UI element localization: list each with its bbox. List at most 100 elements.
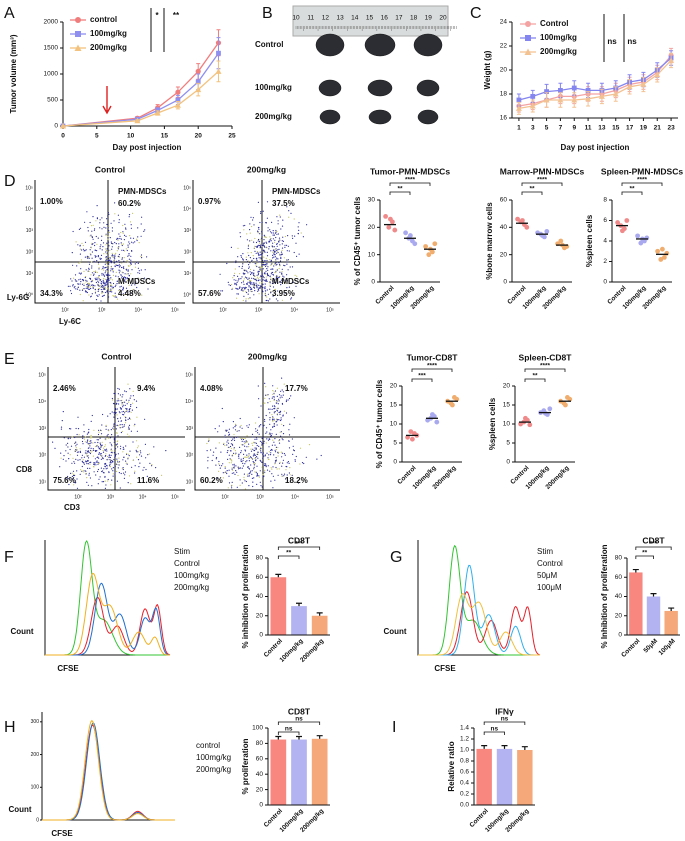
event-dot (241, 467, 243, 469)
event-dot (281, 473, 283, 475)
event-dot (140, 254, 143, 256)
x-tick-label: 10⁴ (139, 494, 147, 500)
event-dot (94, 256, 97, 258)
event-dot (240, 424, 242, 427)
event-dot (120, 242, 122, 244)
event-dot (90, 281, 92, 283)
event-dot (105, 424, 107, 426)
event-dot (274, 251, 276, 253)
event-dot (248, 244, 250, 246)
event-dot (126, 452, 128, 455)
event-dot (277, 407, 279, 409)
event-dot (264, 235, 266, 237)
event-dot (108, 213, 110, 215)
event-dot (78, 451, 80, 453)
event-dot (132, 283, 134, 285)
event-dot (287, 245, 289, 247)
event-dot (120, 231, 122, 234)
event-dot (109, 259, 111, 261)
event-dot (256, 276, 259, 278)
event-dot (265, 442, 267, 444)
bar (517, 750, 533, 805)
event-dot (91, 414, 93, 417)
event-dot (276, 395, 278, 397)
event-dot (86, 460, 88, 462)
event-dot (116, 458, 118, 460)
event-dot (119, 417, 122, 419)
event-dot (102, 472, 104, 474)
event-dot (147, 288, 149, 290)
event-dot (90, 247, 92, 249)
legend-marker (524, 48, 532, 55)
event-dot (125, 235, 127, 237)
event-dot (96, 445, 98, 447)
event-dot (282, 391, 284, 393)
event-dot (132, 242, 134, 244)
event-dot (248, 285, 250, 287)
event-dot (281, 240, 283, 242)
data-point (408, 429, 414, 434)
event-dot (256, 474, 258, 476)
event-dot (67, 438, 69, 440)
event-dot (109, 257, 111, 259)
event-dot (250, 286, 252, 288)
event-dot (265, 432, 267, 434)
event-dot (113, 262, 115, 264)
y-tick-label: 40 (256, 771, 264, 778)
significance-label: ns (295, 716, 303, 723)
event-dot (281, 377, 283, 379)
event-dot (111, 246, 113, 248)
event-dot (268, 398, 270, 400)
event-dot (109, 462, 111, 464)
event-dot (280, 279, 282, 281)
event-dot (119, 394, 121, 396)
event-dot (272, 279, 274, 281)
event-dot (97, 461, 99, 463)
event-dot (255, 430, 257, 432)
event-dot (269, 417, 271, 419)
event-dot (223, 442, 225, 444)
quadrant-value: 3.95% (272, 289, 295, 298)
event-dot (255, 280, 257, 282)
error-bar (481, 745, 488, 749)
bar (496, 748, 513, 805)
event-dot (97, 290, 99, 292)
event-dot (262, 436, 264, 438)
event-dot (93, 229, 95, 231)
event-dot (276, 216, 278, 218)
x-tick-label: 13 (598, 125, 606, 132)
event-dot (99, 453, 101, 455)
event-dot (246, 446, 248, 448)
event-dot (250, 260, 252, 262)
event-dot (111, 284, 113, 286)
event-dot (113, 411, 116, 413)
event-dot (295, 285, 297, 287)
y-tick-label: 2 (603, 258, 607, 265)
event-dot (220, 290, 222, 292)
event-dot (249, 262, 251, 264)
x-tick-label: 10³ (255, 307, 263, 313)
significance-label: **** (537, 177, 548, 184)
event-dot (226, 470, 228, 472)
event-dot (267, 227, 269, 229)
event-dot (274, 406, 276, 408)
event-dot (254, 278, 256, 281)
event-dot (273, 393, 275, 395)
event-dot (223, 443, 225, 445)
event-dot (253, 274, 255, 277)
event-dot (96, 205, 98, 207)
event-dot (229, 445, 232, 448)
event-dot (98, 452, 100, 454)
event-dot (91, 251, 93, 253)
event-dot (107, 268, 109, 271)
event-dot (116, 283, 118, 285)
significance-label: ns (501, 716, 509, 723)
event-dot (272, 420, 274, 422)
event-dot (256, 456, 258, 458)
event-dot (286, 466, 288, 468)
event-dot (215, 447, 217, 449)
event-dot (123, 410, 125, 413)
marker (60, 123, 66, 129)
event-dot (117, 393, 119, 395)
event-dot (278, 248, 280, 250)
